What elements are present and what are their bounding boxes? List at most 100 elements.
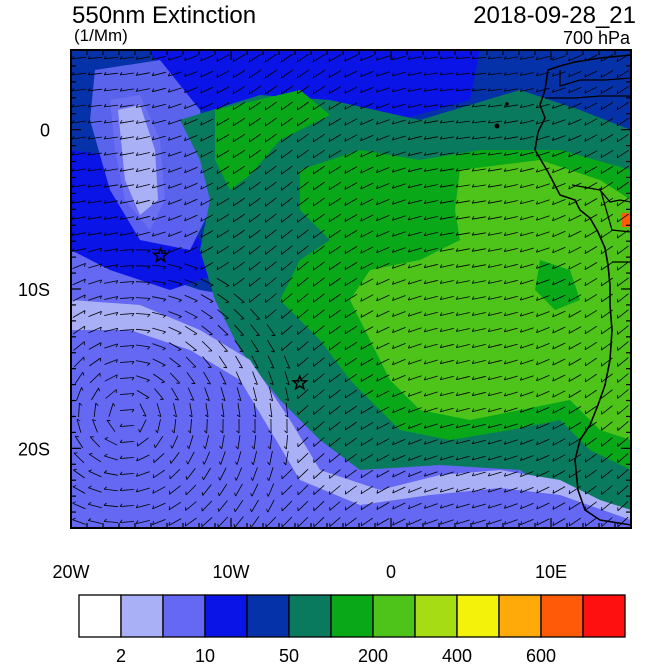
- wind-barb: [344, 405, 358, 415]
- wind-barb: [185, 341, 197, 351]
- wind-barb: [152, 264, 166, 268]
- wind-barb-flag: [232, 186, 235, 190]
- wind-barb: [520, 120, 534, 124]
- wind-barb: [103, 521, 119, 523]
- wind-barb: [152, 486, 166, 494]
- wind-barb: [552, 470, 566, 478]
- wind-barb: [360, 134, 374, 142]
- wind-barb-flag: [200, 57, 203, 62]
- wind-barb: [536, 247, 550, 253]
- wind-barb: [120, 136, 134, 140]
- wind-barb-flag: [552, 201, 555, 205]
- wind-barb-flag: [169, 460, 172, 464]
- wind-barb: [520, 263, 534, 269]
- wind-barb: [617, 277, 629, 287]
- wind-barb-flag: [455, 328, 459, 332]
- wind-barb: [568, 198, 582, 206]
- wind-barb-flag: [552, 457, 555, 462]
- wind-barb-flag: [71, 135, 75, 140]
- wind-barb: [617, 421, 629, 431]
- wind-barb: [203, 467, 211, 481]
- wind-barb-flag: [503, 216, 507, 220]
- wind-barb: [216, 245, 230, 255]
- wind-barb: [184, 55, 198, 61]
- island-bioko: [494, 123, 500, 129]
- wind-barb: [186, 468, 196, 480]
- wind-barb: [360, 501, 374, 511]
- wind-barb-flag: [103, 71, 107, 76]
- wind-barb: [216, 229, 230, 239]
- wind-barb: [504, 407, 518, 413]
- wind-barb: [136, 136, 150, 140]
- wind-barb: [236, 387, 242, 401]
- wind-barb: [392, 71, 406, 77]
- wind-barb: [329, 373, 341, 383]
- wind-barb-flag: [216, 202, 219, 206]
- wind-barb: [297, 261, 309, 271]
- wind-barb: [376, 294, 390, 302]
- wind-barb: [235, 467, 243, 481]
- wind-barb: [281, 516, 293, 528]
- wind-barb-flag: [408, 328, 411, 333]
- wind-barb: [600, 149, 614, 159]
- wind-barb: [281, 245, 293, 255]
- wind-barb: [297, 101, 309, 111]
- wind-barb-flag: [104, 453, 108, 457]
- wind-barb: [72, 184, 86, 188]
- wind-barb: [408, 455, 422, 461]
- wind-barb-flag: [568, 474, 571, 478]
- wind-barb: [152, 56, 166, 60]
- wind-barb: [456, 360, 470, 364]
- wind-barb-flag: [376, 489, 379, 494]
- wind-barb: [104, 488, 118, 492]
- wind-barb-flag: [536, 521, 539, 526]
- wind-barb: [455, 72, 471, 76]
- wind-barb: [601, 421, 613, 431]
- wind-barb: [136, 360, 150, 364]
- wind-barb-flag: [471, 424, 475, 428]
- wind-barb: [72, 486, 86, 494]
- wind-barb: [135, 297, 151, 299]
- wind-barb: [119, 265, 135, 267]
- wind-barb: [168, 55, 182, 61]
- wind-barb-flag: [455, 344, 459, 348]
- wind-barb: [104, 374, 118, 382]
- wind-barb: [232, 165, 246, 175]
- wind-barb-flag: [392, 361, 395, 365]
- wind-barb-flag: [216, 170, 219, 174]
- wind-barb-flag: [408, 376, 411, 381]
- wind-barb: [152, 343, 166, 349]
- wind-barb: [237, 403, 241, 417]
- wind-barb-flag: [75, 435, 79, 438]
- wind-barb-flag: [99, 311, 102, 315]
- wind-barb-flag: [600, 282, 603, 287]
- wind-barb: [568, 278, 582, 286]
- wind-barb-flag: [536, 313, 539, 317]
- wind-barb: [236, 451, 242, 465]
- wind-barb: [344, 230, 358, 238]
- wind-barb: [72, 232, 86, 236]
- wind-barb: [329, 309, 341, 319]
- wind-barb: [360, 485, 374, 495]
- wind-barb: [601, 501, 613, 511]
- wind-barb: [344, 262, 358, 270]
- wind-barb-flag: [216, 250, 219, 254]
- wind-barb: [119, 505, 135, 507]
- wind-barb-flag: [584, 394, 587, 398]
- wind-barb-flag: [248, 106, 251, 110]
- wind-barb-flag: [236, 430, 240, 434]
- wind-barb-flag: [520, 425, 523, 429]
- wind-barb: [552, 183, 566, 189]
- wind-barb-flag: [520, 441, 523, 445]
- wind-barb: [504, 343, 518, 349]
- wind-barb: [329, 437, 341, 447]
- wind-barb-flag: [217, 507, 219, 512]
- wind-barb-flag: [471, 344, 475, 348]
- wind-barb-flag: [439, 472, 443, 477]
- wind-barb: [584, 86, 598, 94]
- wind-barb: [568, 358, 582, 366]
- wind-barb-flag: [568, 185, 571, 190]
- wind-barb-flag: [568, 281, 571, 286]
- tick-layer: [70, 49, 632, 529]
- wind-barb: [119, 425, 135, 427]
